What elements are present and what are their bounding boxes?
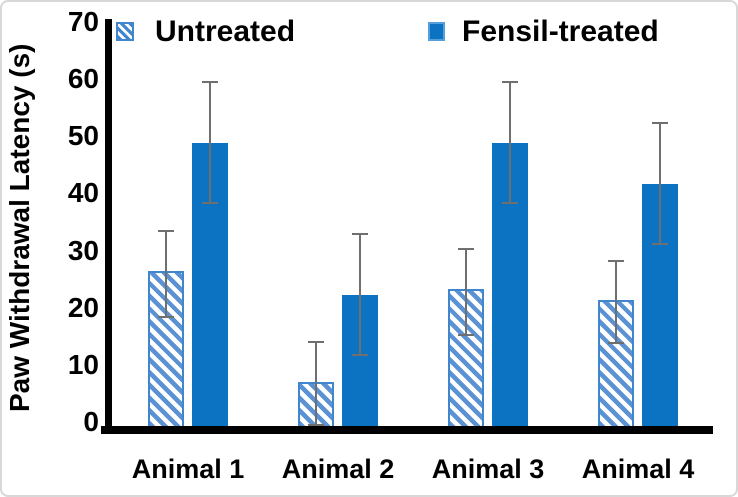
error-cap-top-untreated-animal-4	[608, 260, 624, 262]
y-tick-label-50: 50	[67, 120, 99, 151]
x-label-animal-2: Animal 2	[281, 454, 395, 484]
error-bar-fensil-treated-animal-4	[659, 122, 661, 245]
legend-item-untreated: Untreated	[116, 14, 295, 50]
fensil-treated-solid-swatch-icon	[428, 22, 445, 41]
legend-item-fensil-treated: Fensil-treated	[428, 14, 659, 50]
error-cap-bottom-untreated-animal-1	[158, 316, 174, 318]
legend-label-untreated: Untreated	[155, 15, 296, 48]
x-label-animal-4: Animal 4	[581, 454, 695, 484]
error-cap-bottom-fensil-treated-animal-4	[652, 243, 668, 245]
bar-untreated-animal-1	[148, 271, 184, 429]
error-cap-top-untreated-animal-3	[458, 248, 474, 250]
x-label-animal-3: Animal 3	[431, 454, 545, 484]
error-bar-untreated-animal-2	[315, 341, 317, 426]
untreated-hatched-swatch-icon	[116, 22, 134, 41]
error-cap-top-fensil-treated-animal-1	[202, 81, 218, 83]
error-bar-fensil-treated-animal-1	[209, 81, 211, 204]
legend-label-fensil-treated: Fensil-treated	[462, 15, 659, 48]
error-bar-untreated-animal-4	[615, 260, 617, 344]
error-cap-bottom-untreated-animal-4	[608, 342, 624, 344]
error-cap-top-fensil-treated-animal-2	[352, 233, 368, 235]
x-axis-line	[101, 426, 713, 434]
y-tick-label-0: 0	[83, 406, 99, 437]
y-tick-label-40: 40	[67, 177, 99, 208]
error-cap-bottom-fensil-treated-animal-2	[352, 354, 368, 356]
error-bar-untreated-animal-1	[165, 230, 167, 318]
y-tick-label-30: 30	[67, 235, 99, 266]
error-cap-top-fensil-treated-animal-4	[652, 122, 668, 124]
error-cap-top-fensil-treated-animal-3	[502, 81, 518, 83]
error-bar-fensil-treated-animal-2	[359, 233, 361, 356]
error-cap-bottom-fensil-treated-animal-1	[202, 202, 218, 204]
error-cap-bottom-untreated-animal-2	[308, 424, 324, 426]
y-axis-line	[105, 19, 112, 434]
y-tick-label-60: 60	[67, 63, 99, 94]
error-cap-bottom-untreated-animal-3	[458, 334, 474, 336]
y-tick-label-70: 70	[67, 6, 99, 37]
x-label-animal-1: Animal 1	[131, 454, 245, 484]
y-tick-label-10: 10	[67, 349, 99, 380]
error-cap-top-untreated-animal-2	[308, 341, 324, 343]
error-bar-fensil-treated-animal-3	[509, 81, 511, 204]
y-tick-label-20: 20	[67, 292, 99, 323]
error-cap-bottom-fensil-treated-animal-3	[502, 202, 518, 204]
error-bar-untreated-animal-3	[465, 248, 467, 336]
error-cap-top-untreated-animal-1	[158, 230, 174, 232]
